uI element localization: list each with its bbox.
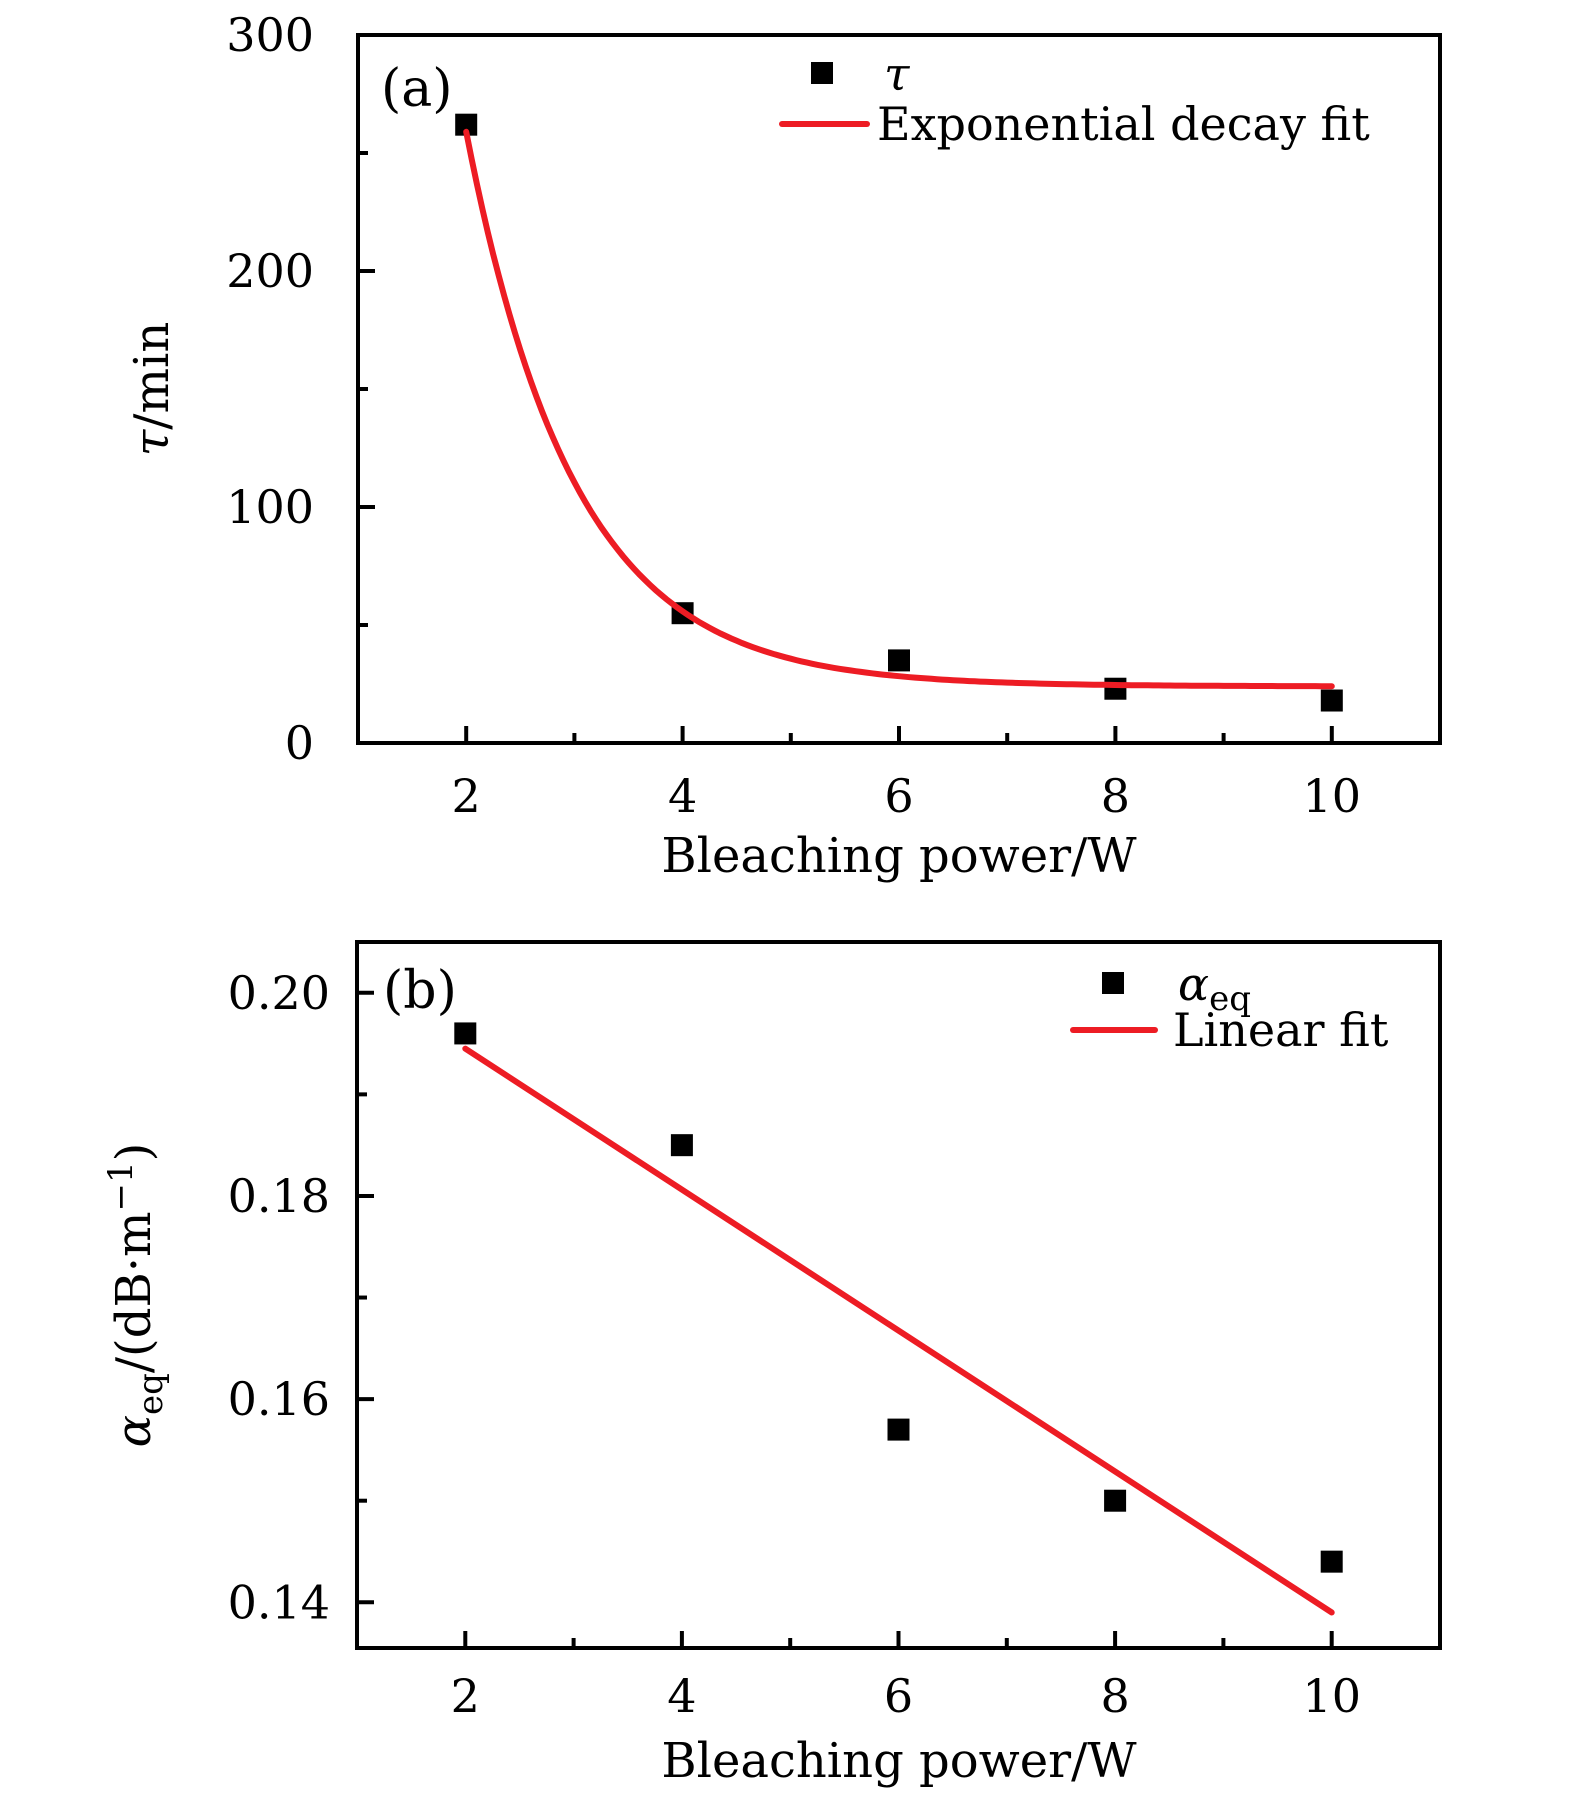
plot-frame [356, 33, 1442, 745]
black-square-icon [811, 62, 833, 84]
x-axis-label-b: Bleaching power/W [661, 1733, 1137, 1789]
x-tick-label: 8 [1101, 769, 1130, 823]
fit-curve [463, 128, 1335, 690]
plot-frame [355, 940, 1442, 1650]
y-tick-label: 0.16 [228, 1372, 330, 1426]
y-tick-label: 100 [226, 480, 314, 534]
data-point-marker [670, 1134, 693, 1157]
data-point-marker [887, 1418, 910, 1441]
plot-area-b: 2 4 6 8 10 0.14 0.16 0.18 0.20 [228, 940, 1442, 1723]
y-axis-label-b: αeq/(dB·m−1) [101, 1143, 171, 1448]
y-tick-label: 0 [285, 716, 314, 770]
black-square-icon [1102, 972, 1124, 994]
y-axis-label-a: τ/min [124, 322, 180, 457]
x-tick-label: 8 [1100, 1669, 1129, 1723]
x-tick-label: 4 [667, 1669, 696, 1723]
x-tick-label: 6 [884, 1669, 913, 1723]
y-tick-label: 0.18 [228, 1169, 330, 1223]
legend-b-fit-label: Linear fit [1173, 1003, 1389, 1057]
data-point-marker [1104, 1489, 1127, 1512]
x-tick-label: 10 [1303, 769, 1362, 823]
panel-label-b: (b) [383, 961, 457, 1021]
fit-line [462, 1045, 1335, 1616]
data-point-marker [1104, 677, 1127, 700]
data-point-marker [455, 113, 478, 136]
x-tick-label: 4 [668, 769, 697, 823]
x-tick-label: 2 [451, 1669, 480, 1723]
data-point-marker [1320, 689, 1343, 712]
y-tick-label: 0.20 [228, 966, 330, 1020]
x-tick-label: 10 [1302, 1669, 1361, 1723]
x-axis-label-a: Bleaching power/W [661, 828, 1137, 884]
y-tick-label: 200 [226, 244, 314, 298]
data-point-marker [454, 1022, 477, 1045]
legend-b: αeq Linear fit [1070, 957, 1389, 1057]
x-tick-label: 6 [884, 769, 913, 823]
data-point-marker [888, 649, 910, 672]
chart-panel-b: 2 4 6 8 10 0.14 0.16 0.18 0.20 (b) αeq Linear fi… [101, 940, 1442, 1789]
legend-a: τ Exponential decay fit [779, 47, 1370, 151]
legend-a-tau-label: τ [884, 47, 911, 101]
legend-a-fit-label: Exponential decay fit [877, 97, 1370, 151]
panel-label-a: (a) [381, 59, 453, 119]
y-tick-label: 300 [226, 8, 314, 62]
x-tick-label: 2 [452, 769, 481, 823]
legend-b-alpha-label: αeq [1178, 957, 1251, 1019]
data-point-marker [1320, 1550, 1343, 1573]
y-tick-label: 0.14 [228, 1575, 330, 1629]
